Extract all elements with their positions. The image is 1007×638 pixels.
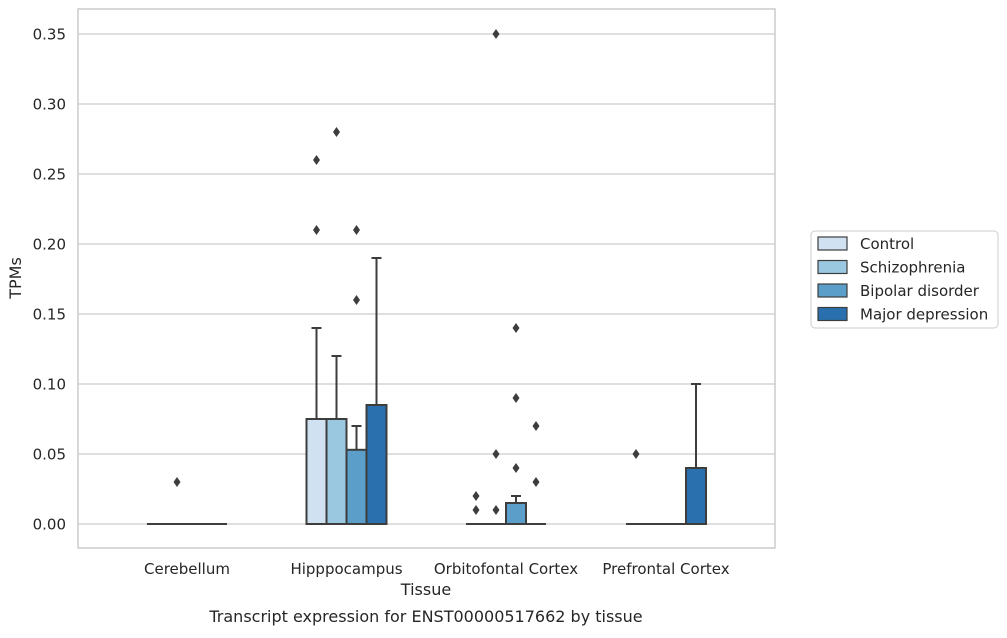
outlier-marker — [532, 477, 540, 487]
x-tick-label: Prefrontal Cortex — [602, 560, 729, 578]
outlier-marker — [472, 491, 480, 501]
box — [685, 383, 707, 525]
legend-label: Bipolar disorder — [860, 282, 980, 300]
outlier-marker — [632, 449, 640, 459]
box — [305, 327, 328, 525]
box-body — [325, 418, 348, 525]
legend-swatch — [817, 236, 848, 251]
legend-label: Control — [860, 235, 914, 253]
legend-swatch — [817, 283, 848, 298]
outlier-marker — [333, 127, 340, 137]
outlier-marker — [512, 393, 520, 403]
legend-frame — [810, 230, 999, 329]
outlier-marker — [512, 323, 520, 333]
outlier-marker — [492, 449, 500, 459]
y-tick-label: 0.25 — [33, 166, 66, 184]
outlier-marker — [532, 421, 540, 431]
box-body — [345, 448, 368, 525]
x-tick-label: Hipppocampus — [290, 560, 402, 578]
y-tick-label: 0.35 — [33, 26, 66, 44]
y-tick-label: 0.30 — [33, 96, 66, 114]
outlier-marker — [512, 463, 520, 473]
x-axis-label: Tissue — [400, 580, 451, 599]
box-body — [365, 404, 388, 525]
box-body — [305, 418, 328, 525]
outlier-marker — [353, 225, 360, 235]
outlier-marker — [353, 295, 360, 305]
legend-swatch — [817, 259, 848, 275]
box — [325, 355, 348, 525]
box — [345, 425, 368, 525]
box-body — [505, 502, 527, 525]
legend-item: Major depression — [817, 306, 988, 324]
y-tick-label: 0.15 — [33, 306, 66, 324]
legend-swatch — [817, 306, 848, 322]
chart-caption: Transcript expression for ENST0000051766… — [208, 607, 642, 626]
legend-label: Schizophrenia — [860, 259, 965, 277]
y-axis-ticks: 0.00 0.05 0.10 0.15 0.20 0.25 0.30 0.35 — [33, 26, 66, 534]
x-tick-label: Orbitofontal Cortex — [434, 560, 578, 578]
outlier-marker — [492, 29, 500, 39]
x-tick-label: Cerebellum — [144, 560, 230, 578]
box — [365, 257, 388, 525]
y-tick-label: 0.20 — [33, 236, 66, 254]
outlier-marker — [472, 505, 480, 515]
outliers-layer — [173, 29, 640, 515]
plot-area-frame — [77, 8, 776, 549]
legend-item: Schizophrenia — [817, 259, 965, 277]
legend-item: Control — [817, 235, 914, 253]
outlier-marker — [492, 505, 500, 515]
y-tick-label: 0.05 — [33, 446, 66, 464]
legend-label: Major depression — [860, 306, 988, 324]
y-axis-label: TPMs — [6, 257, 25, 300]
box — [505, 495, 527, 525]
legend-item: Bipolar disorder — [817, 282, 980, 300]
gridlines — [78, 33, 775, 525]
box-body — [685, 467, 707, 525]
legend-items: Control Schizophrenia Bipolar disorder Majo… — [817, 235, 988, 324]
x-axis-ticks: Cerebellum Hipppocampus Orbitofontal Corte… — [144, 560, 730, 578]
y-tick-label: 0.10 — [33, 376, 66, 394]
outlier-marker — [173, 477, 181, 487]
boxes-layer — [147, 257, 707, 525]
legend: Control Schizophrenia Bipolar disorder Majo… — [810, 230, 999, 329]
outlier-marker — [313, 225, 320, 235]
outlier-marker — [313, 155, 320, 165]
y-tick-label: 0.00 — [33, 516, 66, 534]
